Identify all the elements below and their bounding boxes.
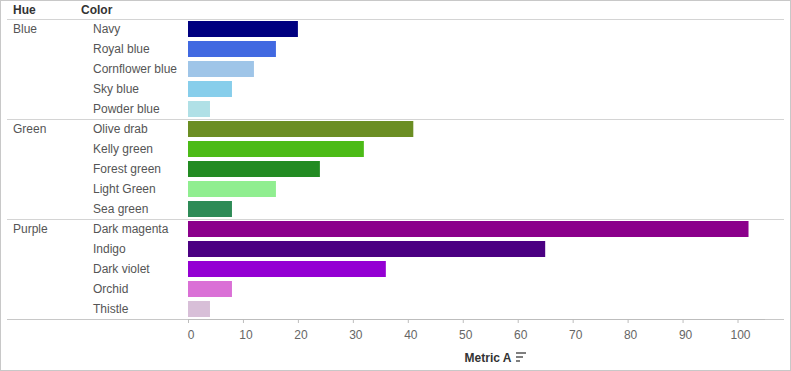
row-header: Hue bbox=[13, 3, 36, 17]
bar bbox=[188, 61, 254, 77]
x-tick-label: 0 bbox=[188, 328, 195, 342]
chart-svg: Hue Color Blue Navy Royal blue Cornflower blu… bbox=[0, 0, 791, 371]
category-label: Olive drab bbox=[93, 122, 148, 136]
group-rule bbox=[7, 119, 784, 120]
x-tick-label: 60 bbox=[514, 328, 528, 342]
x-axis-line bbox=[188, 319, 765, 320]
x-tick bbox=[188, 319, 189, 323]
x-tick-label: 80 bbox=[624, 328, 638, 342]
category-label: Indigo bbox=[93, 242, 126, 256]
sort-icon bbox=[516, 356, 523, 358]
sort-icon bbox=[516, 352, 526, 354]
bar bbox=[188, 301, 210, 317]
bar bbox=[188, 21, 298, 37]
x-tick-label: 50 bbox=[459, 328, 473, 342]
category-label: Sea green bbox=[93, 202, 148, 216]
bar bbox=[188, 201, 232, 217]
x-tick bbox=[463, 319, 464, 323]
header-rule bbox=[7, 19, 784, 20]
hue-label: Blue bbox=[13, 22, 37, 36]
category-label: Dark magenta bbox=[93, 222, 169, 236]
bar bbox=[188, 41, 276, 57]
category-label: Light Green bbox=[93, 182, 156, 196]
bars bbox=[188, 21, 749, 317]
axis-rule bbox=[7, 319, 784, 320]
chart-container: Hue Color Blue Navy Royal blue Cornflower blu… bbox=[0, 0, 791, 371]
bar bbox=[188, 221, 749, 237]
category-label: Dark violet bbox=[93, 262, 150, 276]
x-tick-label: 10 bbox=[239, 328, 253, 342]
bar bbox=[188, 121, 413, 137]
x-tick-label: 40 bbox=[404, 328, 418, 342]
category-label: Sky blue bbox=[93, 82, 139, 96]
x-tick bbox=[243, 319, 244, 323]
category-label: Thistle bbox=[93, 302, 129, 316]
category-label: Orchid bbox=[93, 282, 128, 296]
group-rule bbox=[7, 219, 784, 220]
bar bbox=[188, 261, 386, 277]
bar bbox=[188, 281, 232, 297]
x-tick-label: 90 bbox=[679, 328, 693, 342]
category-label: Kelly green bbox=[93, 142, 153, 156]
x-tick bbox=[408, 319, 409, 323]
x-tick-label: 70 bbox=[569, 328, 583, 342]
category-label: Navy bbox=[93, 22, 120, 36]
category-label: Forest green bbox=[93, 162, 161, 176]
bar bbox=[188, 161, 320, 177]
x-tick bbox=[353, 319, 354, 323]
frame bbox=[1, 1, 791, 371]
bar bbox=[188, 181, 276, 197]
category-label: Powder blue bbox=[93, 102, 160, 116]
x-axis-title: Metric A bbox=[465, 351, 512, 365]
category-label: Cornflower blue bbox=[93, 62, 177, 76]
x-tick bbox=[628, 319, 629, 323]
bar bbox=[188, 81, 232, 97]
x-tick bbox=[298, 319, 299, 323]
bar bbox=[188, 141, 364, 157]
hue-label: Green bbox=[13, 122, 46, 136]
x-tick bbox=[573, 319, 574, 323]
x-tick bbox=[738, 319, 739, 323]
x-tick-label: 20 bbox=[294, 328, 308, 342]
sort-icon bbox=[516, 360, 520, 362]
x-tick-label: 100 bbox=[731, 328, 751, 342]
bar bbox=[188, 241, 545, 257]
x-tick bbox=[518, 319, 519, 323]
bar bbox=[188, 101, 210, 117]
x-tick bbox=[683, 319, 684, 323]
category-label: Royal blue bbox=[93, 42, 150, 56]
x-tick-label: 30 bbox=[349, 328, 363, 342]
hue-label: Purple bbox=[13, 222, 48, 236]
row-header: Color bbox=[81, 3, 113, 17]
